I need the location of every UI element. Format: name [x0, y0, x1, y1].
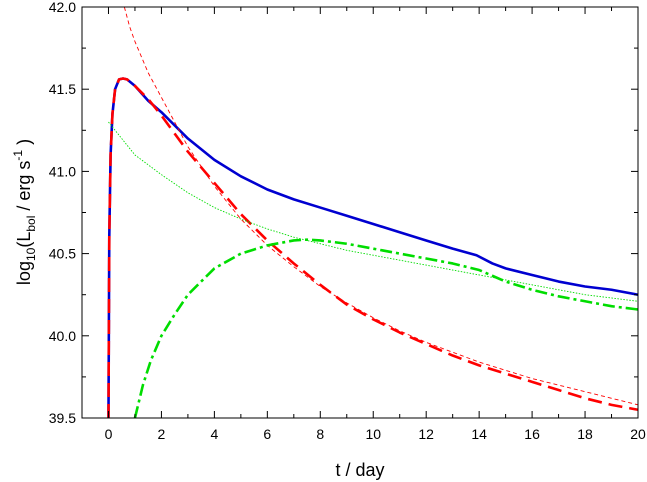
y-tick-label: 41.5 [49, 81, 76, 97]
y-title-close: ) [14, 139, 34, 150]
x-tick-label: 12 [418, 426, 434, 442]
y-title-units-sup: -1 [11, 150, 25, 161]
y-tick-label: 39.5 [49, 410, 76, 426]
x-tick-label: 0 [105, 426, 113, 442]
series-green-thin-dotted [108, 121, 638, 302]
plot-frame [81, 6, 639, 419]
chart-curves [107, 7, 638, 418]
axis-tick-labels: 0 2 4 6 8 10 12 14 16 18 20 39.5 40.0 40.5 41.0 41.5 42.… [49, 0, 646, 442]
axis-ticks [81, 6, 639, 419]
x-tick-label: 20 [630, 426, 646, 442]
y-tick-label: 41.0 [49, 163, 76, 179]
y-title-var-sub: bol [24, 216, 38, 232]
x-tick-label: 8 [316, 426, 324, 442]
x-axis-title: t / day [335, 460, 384, 480]
y-tick-label: 40.5 [49, 246, 76, 262]
x-tick-label: 6 [263, 426, 271, 442]
x-tick-label: 18 [577, 426, 593, 442]
x-tick-label: 16 [524, 426, 540, 442]
y-title-prefix-sub: 10 [24, 247, 38, 261]
y-title-paren-open: (L [14, 232, 34, 248]
series-blue-solid [107, 77, 638, 418]
series-red-dashed [107, 77, 638, 418]
y-tick-label: 42.0 [49, 0, 76, 15]
y-title-units: / erg s [14, 161, 34, 216]
x-tick-label: 14 [471, 426, 487, 442]
x-tick-label: 10 [365, 426, 381, 442]
y-tick-label: 40.0 [49, 328, 76, 344]
x-tick-label: 4 [210, 426, 218, 442]
y-axis-title: log10(Lbol / erg s-1 ) [11, 139, 38, 285]
x-tick-label: 2 [158, 426, 166, 442]
series-green-dashdot [133, 238, 638, 418]
series-red-thin-dashed [123, 7, 638, 406]
y-title-prefix: log [14, 261, 34, 285]
